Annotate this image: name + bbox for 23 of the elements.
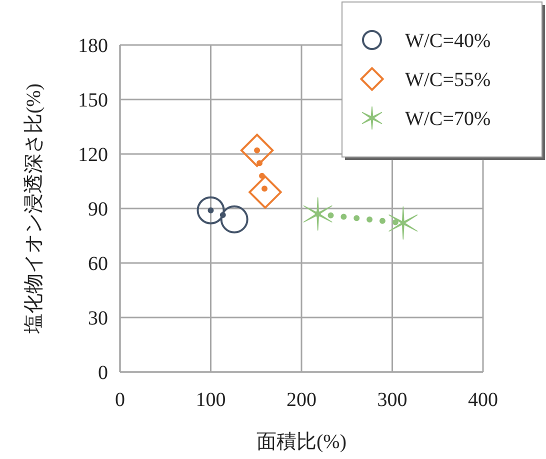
legend-label: W/C=70% bbox=[405, 108, 491, 130]
point bbox=[303, 197, 332, 231]
point bbox=[196, 196, 225, 224]
y-tick-label: 30 bbox=[88, 308, 108, 330]
x-tick-label: 300 bbox=[377, 389, 408, 411]
y-tick-label: 90 bbox=[88, 198, 108, 220]
point bbox=[248, 176, 282, 209]
y-axis-title: 塩化物イオン浸透深さ比(%) bbox=[23, 84, 45, 334]
y-tick-label: 150 bbox=[78, 90, 108, 112]
legend-label: W/C=40% bbox=[405, 30, 491, 52]
x-tick-label: 0 bbox=[115, 389, 125, 411]
y-tick-label: 0 bbox=[98, 362, 108, 384]
y-tick-label: 120 bbox=[78, 144, 108, 166]
point bbox=[220, 205, 248, 234]
point bbox=[240, 134, 274, 167]
legend-label: W/C=55% bbox=[405, 69, 491, 91]
x-axis-title: 面積比(%) bbox=[256, 431, 346, 453]
point bbox=[388, 206, 418, 240]
y-tick-label: 180 bbox=[78, 35, 108, 57]
x-tick-label: 100 bbox=[196, 389, 226, 411]
x-tick-label: 400 bbox=[468, 389, 498, 411]
y-tick-label: 60 bbox=[88, 253, 108, 275]
x-tick-label: 200 bbox=[286, 389, 316, 411]
